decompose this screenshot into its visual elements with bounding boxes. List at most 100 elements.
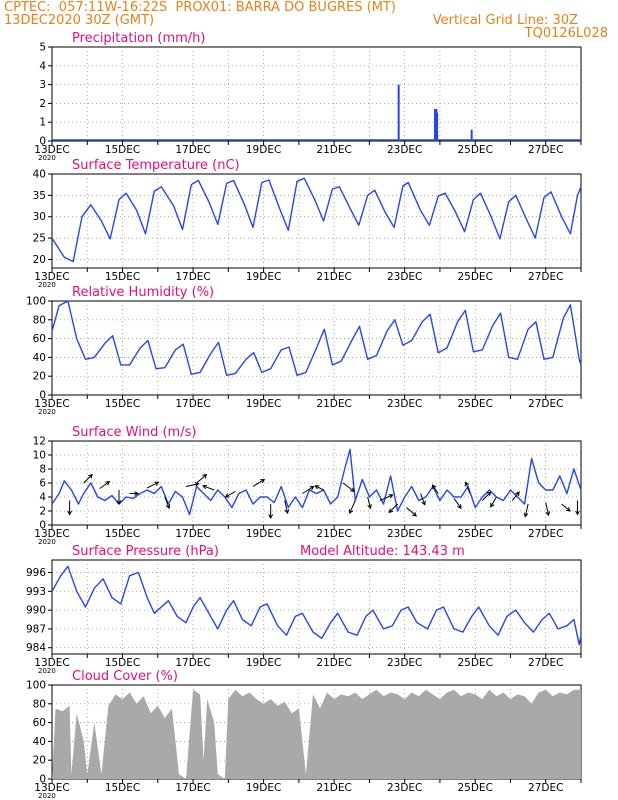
- x-tick-label: 15DEC: [105, 144, 140, 156]
- wind-arrow-head: [260, 478, 266, 484]
- wind-arrow: [146, 481, 159, 489]
- wind-arrow: [406, 507, 417, 517]
- wind-arrow-head: [154, 481, 160, 486]
- y-tick-label: 1: [39, 117, 46, 129]
- y-tick-label: 990: [26, 605, 46, 617]
- series-line: [51, 300, 582, 376]
- wind-arrow: [284, 500, 289, 514]
- wind-arrow-head: [134, 491, 140, 496]
- wind-arrow-head: [202, 484, 208, 490]
- x-tick-label: 25DEC: [457, 657, 492, 669]
- x-tick-label: 23DEC: [387, 657, 422, 669]
- wind-arrow: [314, 485, 324, 491]
- wind-arrow-head: [565, 507, 571, 512]
- y-tick-label: 5: [39, 42, 46, 54]
- wind-arrow-head: [116, 500, 122, 506]
- wind-arrow: [342, 482, 355, 492]
- y-tick-label: 993: [26, 586, 46, 598]
- wind-arrow: [453, 498, 462, 509]
- wind-arrow-head: [490, 502, 495, 508]
- panel-title: Surface Pressure (hPa): [72, 544, 219, 559]
- y-tick-label: 0: [39, 520, 46, 532]
- x-tick-label: 17DEC: [175, 398, 210, 410]
- wind-arrow-head: [88, 473, 93, 479]
- wind-arrow-head: [224, 493, 230, 498]
- y-tick-label: 80: [33, 698, 46, 710]
- panel-frame: [51, 173, 582, 269]
- header-run-time: 13DEC2020 30Z (GMT): [4, 13, 155, 28]
- y-tick-label: 4: [39, 60, 46, 72]
- wind-arrow-head: [515, 491, 520, 497]
- x-tick-label: 27DEC: [528, 398, 563, 410]
- y-tick-label: 80: [33, 314, 46, 326]
- x-tick-label: 15DEC: [105, 271, 140, 283]
- x-tick-label: 23DEC: [387, 398, 422, 410]
- year-label: 2020: [38, 667, 56, 675]
- y-tick-label: 2: [39, 98, 46, 110]
- wind-arrow: [561, 503, 571, 512]
- x-tick-label: 13DEC: [34, 657, 69, 669]
- wind-arrow-head: [284, 509, 290, 515]
- year-label: 2020: [38, 154, 56, 162]
- wind-arrow-head: [367, 504, 372, 510]
- y-tick-label: 100: [26, 680, 46, 692]
- y-tick-label: 30: [33, 211, 46, 223]
- wind-arrow-head: [388, 508, 394, 514]
- x-tick-label: 13DEC: [34, 271, 69, 283]
- year-label: 2020: [38, 538, 56, 546]
- x-tick-label: 25DEC: [457, 271, 492, 283]
- y-tick-label: 987: [26, 623, 46, 635]
- wind-arrow-head: [105, 480, 111, 486]
- y-tick-label: 60: [33, 333, 46, 345]
- year-label: 2020: [38, 792, 56, 800]
- wind-arrow: [196, 474, 207, 484]
- wind-arrow: [202, 485, 215, 491]
- panel-title: Precipitation (mm/h): [72, 31, 205, 46]
- x-tick-label: 13DEC: [34, 398, 69, 410]
- x-tick-label: 21DEC: [316, 528, 351, 540]
- y-tick-label: 20: [33, 755, 46, 767]
- x-tick-label: 17DEC: [175, 144, 210, 156]
- panel-frame: [51, 300, 582, 396]
- wind-arrow-head: [412, 512, 417, 517]
- x-tick-label: 27DEC: [528, 144, 563, 156]
- x-tick-label: 19DEC: [246, 657, 281, 669]
- panel-title: Relative Humidity (%): [72, 285, 214, 300]
- panel-title: Cloud Cover (%): [72, 669, 178, 684]
- y-tick-label: 984: [26, 642, 46, 654]
- x-tick-label: 13DEC: [34, 144, 69, 156]
- wind-arrow: [379, 494, 393, 501]
- wind-arrow: [83, 474, 93, 484]
- x-tick-label: 13DEC: [34, 782, 69, 794]
- wind-arrow: [420, 493, 426, 505]
- x-tick-label: 17DEC: [175, 528, 210, 540]
- wind-arrow: [490, 496, 497, 508]
- header-grid-note: Vertical Grid Line: 30Z: [432, 13, 578, 28]
- y-tick-label: 60: [33, 717, 46, 729]
- wind-arrow-head: [202, 473, 208, 479]
- y-tick-label: 0: [39, 136, 46, 148]
- x-tick-label: 27DEC: [528, 657, 563, 669]
- x-tick-label: 19DEC: [246, 782, 281, 794]
- y-tick-label: 40: [33, 352, 46, 364]
- wind-arrow-head: [194, 482, 200, 487]
- x-tick-label: 15DEC: [105, 398, 140, 410]
- wind-arrow-head: [545, 511, 551, 517]
- wind-arrow-head: [268, 514, 274, 520]
- series-line: [51, 177, 582, 263]
- y-tick-label: 4: [39, 492, 46, 504]
- wind-arrow-head: [309, 485, 315, 491]
- x-tick-label: 13DEC: [34, 528, 69, 540]
- wind-arrow-head: [314, 485, 320, 490]
- panel-frame: [51, 46, 582, 142]
- x-tick-label: 21DEC: [316, 271, 351, 283]
- wind-arrow-head: [67, 510, 73, 516]
- wind-arrow-head: [350, 487, 356, 493]
- year-label: 2020: [38, 408, 56, 416]
- x-tick-label: 15DEC: [105, 782, 140, 794]
- wind-arrow-head: [486, 491, 492, 497]
- x-tick-label: 27DEC: [528, 528, 563, 540]
- x-tick-label: 21DEC: [316, 782, 351, 794]
- header-location: CPTEC: 057:11W-16:22S PROX01: BARRA DO B…: [4, 0, 396, 15]
